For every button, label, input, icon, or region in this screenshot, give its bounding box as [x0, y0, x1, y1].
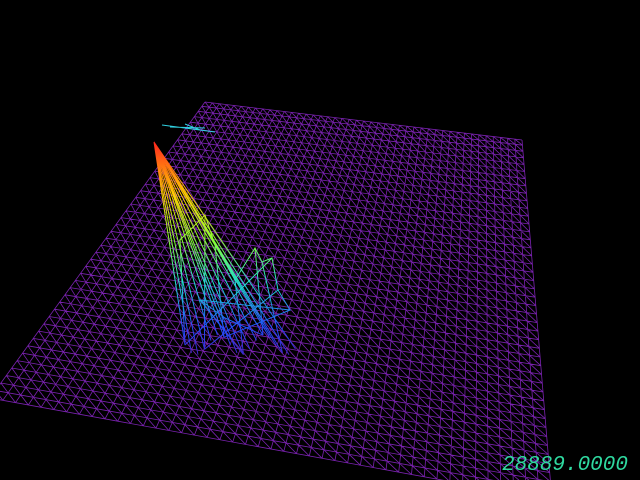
- frame-counter: 28889.0000: [502, 454, 628, 477]
- floating-artifact: [161, 123, 216, 133]
- peak-lines: [153, 141, 296, 356]
- wireframe-grid: [0, 101, 551, 480]
- wireframe-peak: [153, 123, 296, 356]
- grid-lines: [0, 101, 551, 480]
